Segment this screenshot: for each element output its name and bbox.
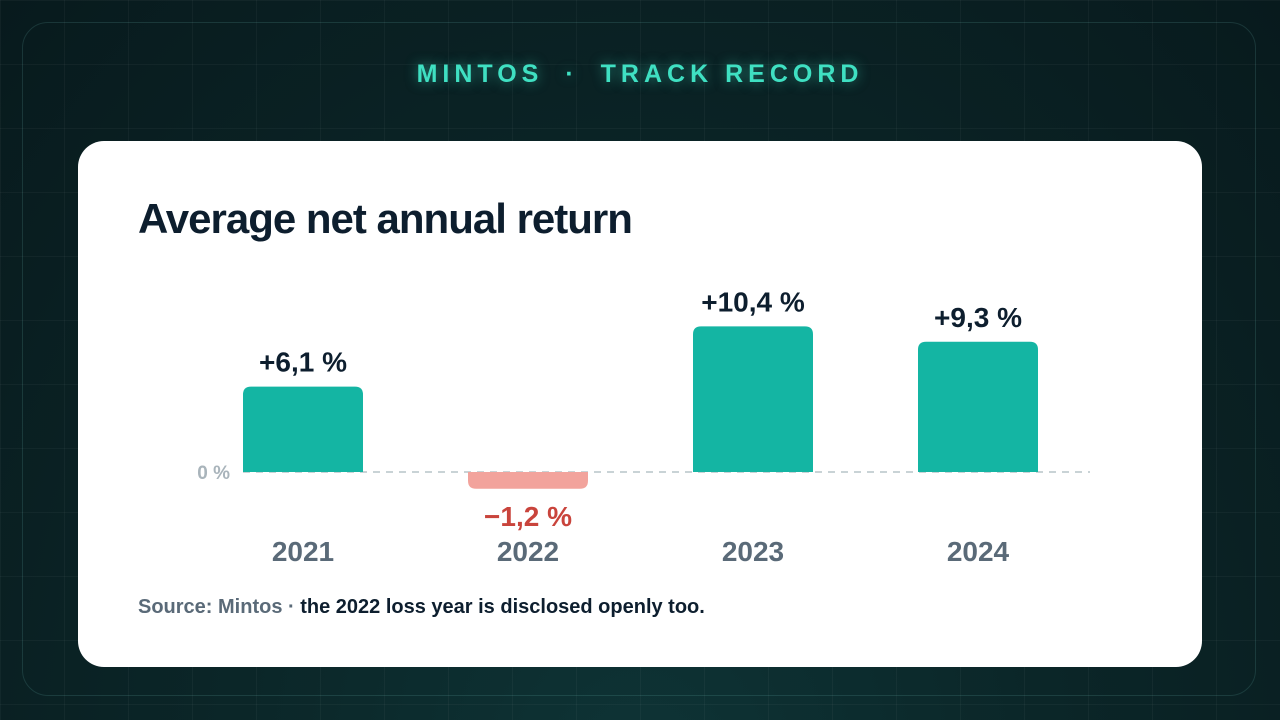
category-label-2024: 2024	[947, 536, 1010, 567]
chart-card: Average net annual return 0 % +6,1 % 2021 −…	[78, 141, 1202, 667]
bar-2021	[243, 386, 363, 472]
bar-2022	[468, 472, 588, 489]
header-eyebrow: MINTOS · TRACK RECORD	[0, 60, 1280, 89]
chart-title: Average net annual return	[138, 195, 633, 242]
category-label-2022: 2022	[497, 536, 559, 567]
bar-2023	[693, 326, 813, 472]
bar-2024	[918, 341, 1038, 472]
section-name: TRACK RECORD	[600, 60, 864, 88]
data-label-2022: −1,2 %	[484, 501, 572, 532]
header-separator: ·	[565, 60, 579, 88]
source-note: Source: Mintos · the 2022 loss year is d…	[138, 596, 705, 619]
category-label-2021: 2021	[272, 536, 334, 567]
outer-frame	[22, 22, 1256, 696]
zero-line-label: 0 %	[197, 463, 230, 484]
source-label: Source: Mintos ·	[138, 596, 301, 618]
data-label-2023: +10,4 %	[701, 286, 805, 317]
data-label-2021: +6,1 %	[259, 347, 347, 378]
category-label-2023: 2023	[722, 536, 784, 567]
data-label-2024: +9,3 %	[934, 302, 1022, 333]
bar-chart: 0 % +6,1 % 2021 −1,2 % 2022 +10,4 % 2023 +9,3 %…	[197, 286, 1090, 567]
source-disclosure: the 2022 loss year is disclosed openly t…	[300, 596, 705, 618]
brand-name: MINTOS	[416, 60, 544, 88]
